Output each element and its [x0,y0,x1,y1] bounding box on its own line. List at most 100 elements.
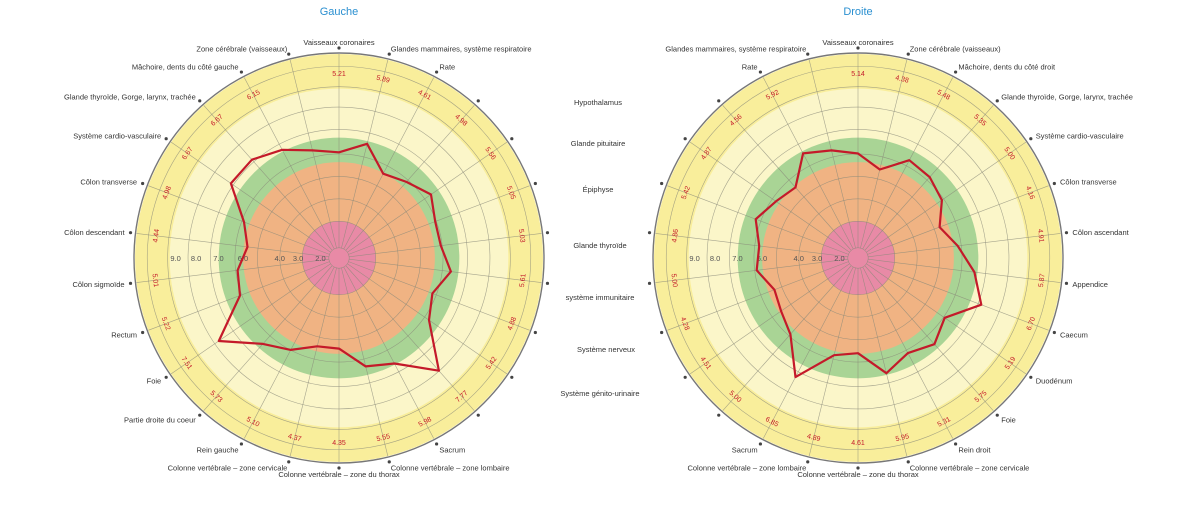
radar-axis-label: Caecum [1060,331,1088,340]
radar-spoke [667,261,849,331]
middle-label-systeme-genito-urinaire: Système génito-urinaire [560,389,639,398]
radar-axis-dot [198,413,202,417]
radar-value-label: 4.89 [806,433,821,443]
radar-spoke [203,265,333,411]
radar-axis-dot [545,231,550,235]
radar-axis-dot [533,181,537,186]
radar-axis-dot [387,52,391,56]
radar-spoke [867,261,1049,331]
radar-spoke [866,263,1027,375]
radar-value-label: 5.21 [332,71,346,78]
chart-title-gauche: Gauche [320,6,359,18]
radar-axis-dot [717,99,721,103]
radar-spoke [347,263,508,375]
radar-spoke [655,258,848,283]
radar-spoke [349,233,542,258]
radar-axis-label: Sacrum [439,445,465,454]
radar-axis-dot [758,442,763,446]
radar-spoke [655,233,848,258]
radar-axis-label: Zone cérébrale (vaisseaux) [910,44,1001,53]
radar-value-label: 5.00 [669,273,678,287]
radar-axis-dot [758,70,763,74]
radar-value-label: 4.61 [851,440,865,447]
radar-tick-label: 4.0 [793,254,803,263]
radar-spoke [343,266,435,439]
radar-spoke [348,261,530,331]
radar-spoke [289,59,337,249]
radar-axis-label: Colonne vertébrale – zone lombaire [687,464,806,473]
radar-axis-label: Colonne vertébrale – zone cervicale [910,464,1030,473]
radar-spoke [170,141,331,253]
radar-value-label: 4.37 [287,433,302,443]
radar-axis-dot [806,460,810,464]
radar-value-label: 4.91 [1036,229,1045,243]
radar-axis-label: Vaisseaux coronaires [822,38,893,47]
radar-spoke [867,185,1049,255]
radar-axis-dot [141,181,145,186]
middle-label-hypothalamus: Hypothalamus [574,98,622,107]
radar-axis-label: Foie [147,377,162,386]
radar-tick-label: 8.0 [710,254,720,263]
radar-value-label: 4.38 [894,75,909,85]
radar-axis-dot [164,137,168,141]
radar-axis-dot [806,52,810,56]
radar-tick-label: 9.0 [689,254,699,263]
radar-spoke [808,59,856,249]
radar-axis-dot [906,52,910,56]
radar-axis-label: Rate [742,63,758,72]
radar-spoke [808,267,856,457]
radar-series-line [217,142,452,372]
radar-value-label: 5.87 [1038,273,1047,287]
middle-label-systeme-immunitaire: système immunitaire [566,293,635,302]
radar-axis-label: Duodénum [1036,377,1073,386]
radar-spoke [243,266,335,439]
radar-axis-dot [683,137,687,141]
radar-axis-label: Appendice [1072,280,1107,289]
radar-spoke [348,185,530,255]
radar-value-label: 4.28 [679,316,690,331]
radar-axis-label: Colonne vertébrale – zone du thorax [797,470,919,479]
radar-axis-dot [953,442,958,446]
radar-axis-label: Système cardio-vasculaire [1036,131,1124,140]
radar-tick-label: 7.0 [213,254,223,263]
radar-axis-dot [1052,330,1056,335]
radar-value-label: 4.98 [162,185,173,200]
radar-spoke [667,185,849,255]
radar-spoke [762,266,854,439]
radar-axis-label: Glandes mammaires, système respiratoire [391,44,532,53]
middle-label-systeme-nerveux: Système nerveux [577,345,635,354]
radar-tick-label: 7.0 [732,254,742,263]
radar-spoke [136,233,329,258]
radar-axis-label: Sacrum [732,445,758,454]
radar-tick-label: 2.0 [315,254,325,263]
radar-axis-dot [434,70,439,74]
radar-axis-label: Côlon sigmoïde [72,280,124,289]
radar-axis-label: Colonne vertébrale – zone lombaire [391,464,510,473]
radar-axis-dot [533,330,537,335]
radar-axis-dot [995,99,999,103]
radar-spoke [866,141,1027,253]
radar-value-label: 5.55 [376,433,391,443]
radar-axis-dot [953,70,958,74]
radar-value-label: 4.44 [152,229,161,243]
radar-spoke [722,265,852,411]
radar-axis-label: Mâchoire, dents du côté gauche [132,63,239,72]
radar-value-label: 5.03 [517,229,526,243]
radar-spoke [860,59,908,249]
radar-value-label: 5.05 [505,185,516,200]
radar-tick-label: 6.0 [757,254,767,263]
radar-value-label: 5.89 [375,75,390,85]
radar-tick-label: 8.0 [191,254,201,263]
radar-spoke [136,258,329,283]
radar-axis-dot [287,52,291,56]
radar-tick-label: 2.0 [834,254,844,263]
radar-axis-dot [164,375,168,379]
radar-axis-dot [1029,375,1033,379]
radar-axis-dot [717,413,721,417]
radar-axis-dot [660,181,664,186]
radar-axis-label: Rein droit [958,445,991,454]
radar-value-label: 4.88 [507,316,518,331]
radar-spoke [762,77,854,250]
radar-axis-dot [683,375,687,379]
radar-axis-dot [995,413,999,417]
